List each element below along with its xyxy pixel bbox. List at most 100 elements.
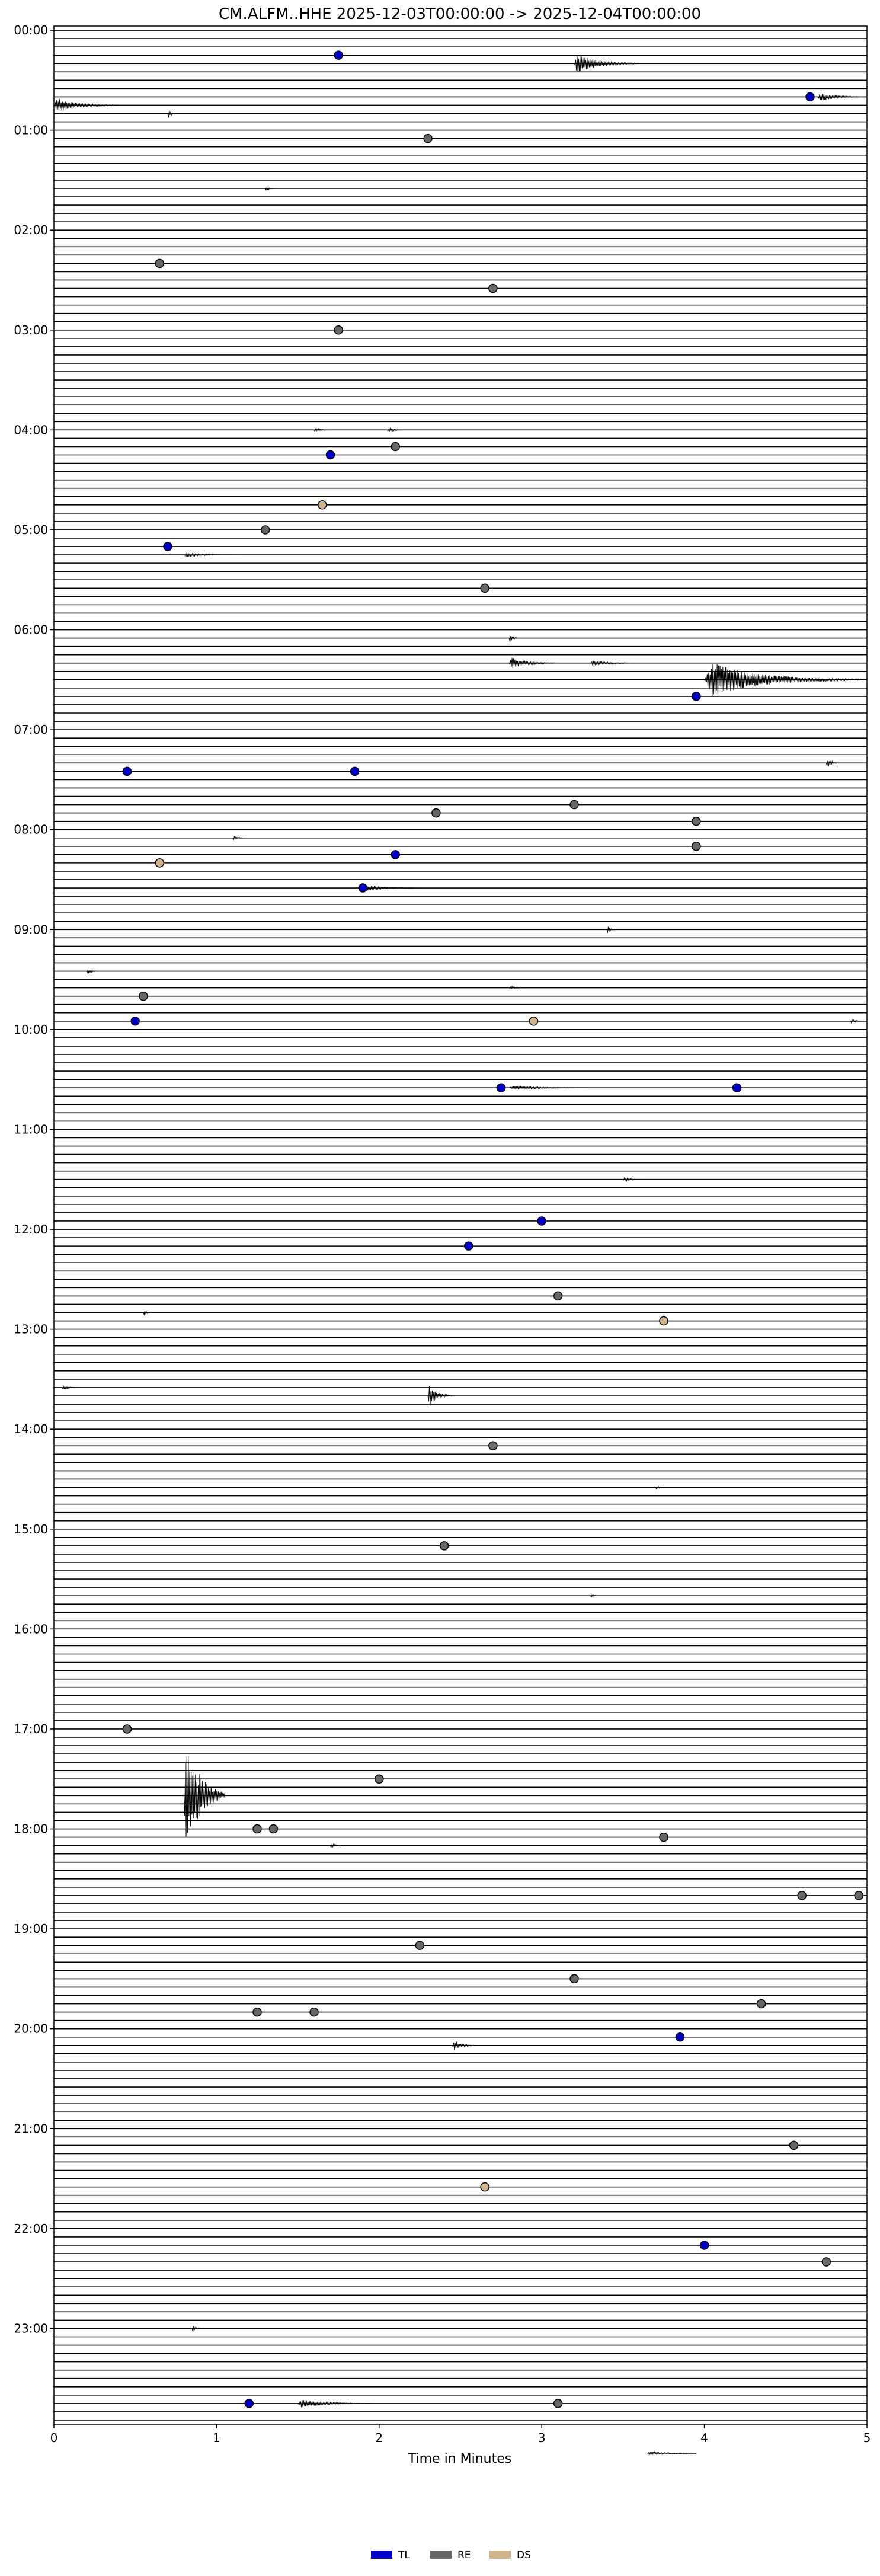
event-marker xyxy=(480,2182,489,2192)
event-marker xyxy=(244,2399,254,2408)
y-tick-label: 19:00 xyxy=(14,1922,48,1936)
trace-lines xyxy=(54,30,867,2421)
event-marker xyxy=(854,1891,864,1900)
signal-burst xyxy=(191,2326,201,2332)
event-marker xyxy=(488,1441,498,1451)
plot-frame xyxy=(53,25,868,2425)
event-marker xyxy=(821,2257,831,2267)
event-marker xyxy=(423,133,433,143)
event-marker xyxy=(789,2140,799,2150)
event-marker xyxy=(496,1083,506,1092)
signal-burst xyxy=(623,1177,648,1182)
y-tick-label: 06:00 xyxy=(14,623,48,637)
y-tick-label: 16:00 xyxy=(14,1622,48,1636)
event-marker xyxy=(391,442,400,452)
signal-burst xyxy=(167,110,177,118)
event-marker xyxy=(463,1241,473,1251)
y-tick-label: 15:00 xyxy=(14,1522,48,1536)
signal-burst xyxy=(330,1843,347,1849)
event-marker xyxy=(391,850,400,859)
event-marker xyxy=(155,258,165,269)
signal-burst xyxy=(704,664,859,697)
event-marker xyxy=(569,1974,579,1984)
y-tick-label: 10:00 xyxy=(14,1022,48,1037)
event-marker xyxy=(122,766,132,776)
y-tick-label: 21:00 xyxy=(14,2121,48,2136)
event-marker xyxy=(431,808,441,818)
event-marker xyxy=(260,525,270,535)
x-tick-label: 0 xyxy=(50,2431,58,2445)
event-marker xyxy=(318,500,327,510)
y-tick-label: 12:00 xyxy=(14,1222,48,1236)
x-tick-label: 2 xyxy=(375,2431,383,2445)
event-marker xyxy=(268,1824,279,1834)
event-marker xyxy=(732,1083,742,1092)
y-tick-label: 13:00 xyxy=(14,1322,48,1337)
y-tick-label: 17:00 xyxy=(14,1722,48,1736)
signal-burst xyxy=(647,2450,697,2456)
y-tick-label: 23:00 xyxy=(14,2321,48,2335)
legend: TL RE DS xyxy=(371,2549,531,2561)
signal-burst xyxy=(313,427,334,433)
event-marker xyxy=(252,1824,262,1834)
event-marker xyxy=(309,2007,319,2017)
event-marker xyxy=(334,50,343,60)
event-marker xyxy=(163,542,172,551)
event-marker xyxy=(358,883,368,893)
y-tick-label: 09:00 xyxy=(14,922,48,937)
event-marker xyxy=(155,858,165,868)
y-tick-label: 04:00 xyxy=(14,423,48,437)
event-marker xyxy=(797,1891,807,1900)
y-tick-label: 02:00 xyxy=(14,223,48,237)
signal-burst xyxy=(184,1756,225,1837)
event-marker xyxy=(537,1216,546,1226)
signal-burst xyxy=(297,2399,372,2408)
signal-burst xyxy=(606,926,615,934)
y-tick-label: 20:00 xyxy=(14,2022,48,2036)
event-marker xyxy=(699,2241,709,2250)
signal-burst xyxy=(508,636,518,643)
event-marker xyxy=(692,692,701,701)
event-marker xyxy=(805,92,815,102)
event-marker xyxy=(553,1291,563,1301)
legend-label: DS xyxy=(517,2549,531,2561)
event-markers xyxy=(122,50,864,2408)
signal-burst xyxy=(387,427,407,433)
signal-burst xyxy=(850,1018,868,1024)
legend-swatch xyxy=(371,2551,392,2559)
legend-swatch xyxy=(489,2551,511,2559)
event-marker xyxy=(415,1941,425,1950)
event-marker xyxy=(480,583,489,593)
event-marker xyxy=(553,2399,563,2408)
event-marker xyxy=(756,1999,766,2009)
event-marker xyxy=(675,2032,685,2042)
signal-burst xyxy=(655,1485,664,1490)
y-axis: 00:00 01:00 02:00 03:00 04:00 05:00 06:00 07:00… xyxy=(14,23,54,2335)
signal-burst xyxy=(508,657,558,669)
event-marker xyxy=(350,766,360,776)
event-marker xyxy=(659,1832,668,1842)
event-marker xyxy=(375,1774,384,1784)
signal-burst xyxy=(62,1385,79,1390)
x-tick-label: 1 xyxy=(213,2431,220,2445)
event-marker xyxy=(569,800,579,810)
signal-burst xyxy=(232,835,249,841)
signal-burst xyxy=(590,660,639,666)
legend-swatch xyxy=(430,2551,452,2559)
y-tick-label: 07:00 xyxy=(14,723,48,737)
y-tick-label: 22:00 xyxy=(14,2222,48,2236)
signal-burst xyxy=(509,1085,607,1091)
event-marker xyxy=(130,1017,140,1026)
event-marker xyxy=(692,816,701,826)
event-marker xyxy=(139,991,148,1001)
y-tick-label: 03:00 xyxy=(14,323,48,337)
event-marker xyxy=(334,325,343,335)
signal-burst xyxy=(818,94,868,101)
signal-burst xyxy=(508,985,526,990)
y-tick-label: 01:00 xyxy=(14,123,48,138)
event-marker xyxy=(122,1724,132,1734)
x-axis-label: Time in Minutes xyxy=(408,2452,512,2466)
legend-label: RE xyxy=(457,2549,471,2561)
